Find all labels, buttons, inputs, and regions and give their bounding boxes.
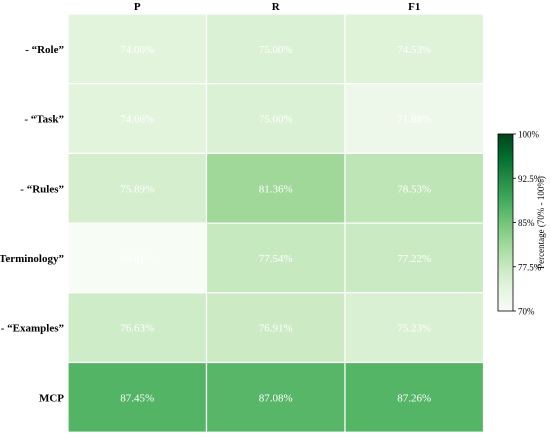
cell-value-label: 76.63% [120,323,154,335]
cell-value-label: 87.45% [120,392,154,404]
colorbar-tick-label: 70% [518,307,535,317]
cell-value-label: 74.06% [120,44,154,56]
heatmap-cell [205,361,346,433]
colorbar-label: Percentage (70% - 100%) [536,176,546,269]
cell-value-label: 75.00% [259,44,293,56]
heatmap-cell [205,292,346,364]
colorbar-tick-label: 85% [518,218,535,228]
colorbar-tick-label: 77.5% [518,262,542,272]
row-label: MCP [39,392,64,404]
cell-value-label: 78.53% [397,183,431,195]
heatmap-cell [205,152,346,224]
colorbar-ticks: 70% 77.5% 85% 92.5% 100% [513,130,542,317]
cell-value-label: 87.08% [259,392,293,404]
column-label: F1 [408,1,420,13]
heatmap-cell [67,292,208,364]
cell-value-label: 74.06% [120,114,154,126]
cell-value-label: 81.36% [259,183,293,195]
column-label: P [134,1,141,13]
cell-value-label: 74.53% [397,44,431,56]
colorbar-tick-label: 100% [518,130,540,140]
heatmap-cell [67,222,208,294]
cell-value-label: 75.89% [120,183,154,195]
cell-value-label: 76.91% [259,323,293,335]
cell-value-label: 77.54% [259,253,293,265]
row-label: - “Role” [25,44,64,56]
heatmap-cell [344,361,485,433]
heatmap-cell [67,361,208,433]
heatmap-cell [67,13,208,85]
heatmap-cell [344,222,485,294]
colorbar-tick-label: 92.5% [518,174,542,184]
row-label: - “Terminology” [0,253,64,265]
heatmap-cell [205,83,346,154]
row-label: - “Examples” [1,323,64,335]
colorbar: 70% 77.5% 85% 92.5% 100% Percentage (70% - 1… [497,130,546,317]
row-label: - “Task” [24,114,64,126]
column-labels: P R F1 [134,1,420,13]
heatmap-cell [344,83,485,154]
heatmap-cells: 74.06% 75.00% 74.53% 74.06% 75.00% 71.88% 75.8… [67,13,485,433]
heatmap-cell [344,292,485,364]
cell-value-label: 69.01% [120,253,154,265]
heatmap-cell [205,13,346,85]
heatmap-cell [67,83,208,154]
cell-value-label: 87.26% [397,392,431,404]
cell-value-label: 71.88% [397,114,431,126]
cell-value-label: 77.22% [397,253,431,265]
row-label: - “Rules” [20,183,64,195]
cell-value-label: 75.23% [397,323,431,335]
cell-value-label: 75.00% [259,114,293,126]
heatmap-cell [344,13,485,85]
row-labels: - “Role” - “Task” - “Rules” - “Terminology”… [0,44,64,405]
colorbar-gradient [497,133,514,312]
column-label: R [272,1,281,13]
